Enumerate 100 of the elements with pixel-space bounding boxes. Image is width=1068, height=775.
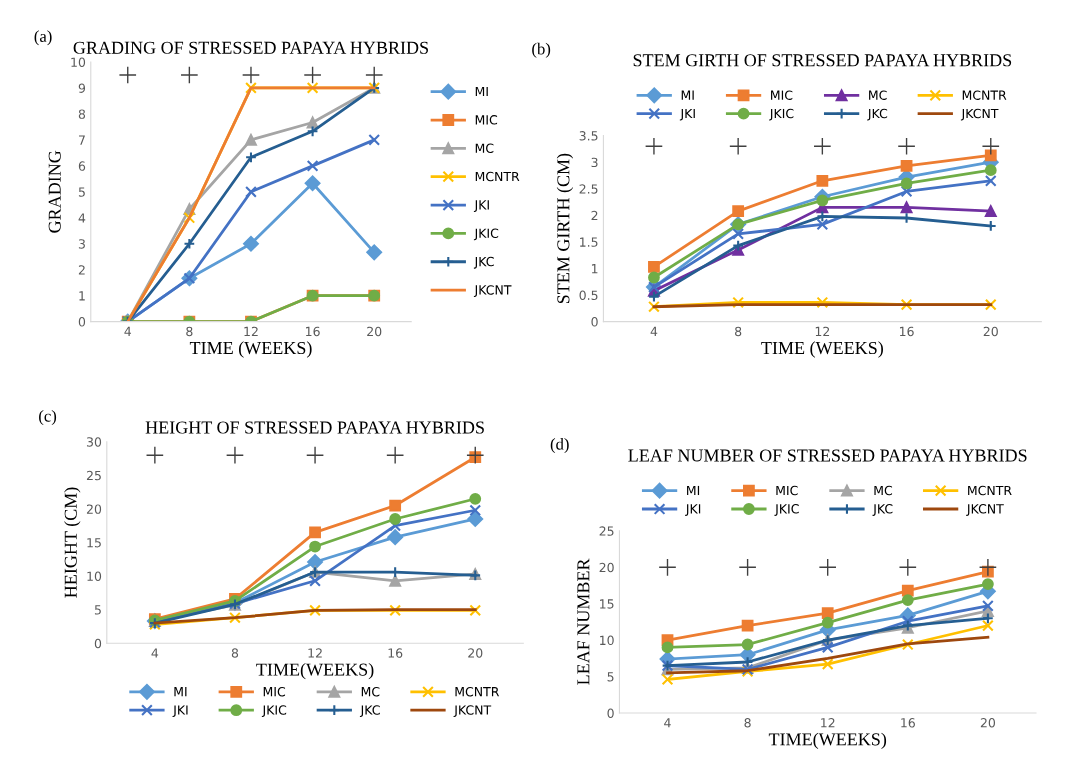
y-tick-label: 10 <box>71 57 86 67</box>
y-tick-label: 0 <box>78 317 86 327</box>
y-tick-label: 2.5 <box>579 184 598 194</box>
y-tick-label: 30 <box>86 437 102 447</box>
y-tick-label: 5 <box>94 605 101 615</box>
x-tick-label: 20 <box>983 326 998 337</box>
x-tick-label: 4 <box>151 648 159 658</box>
legend-label: MIC <box>263 686 286 697</box>
x-tick-label: 12 <box>815 326 830 336</box>
x-axis-title: TIME (WEEKS) <box>761 341 883 358</box>
x-tick-label: 12 <box>244 326 258 336</box>
legend-label: MCNTR <box>962 90 1007 100</box>
legend-label: JKC <box>867 108 888 121</box>
y-tick-label: 1 <box>79 291 85 301</box>
legend-label: JKI <box>679 108 695 121</box>
legend-label: MCNTR <box>455 686 500 697</box>
y-tick-label: 0.5 <box>579 290 598 300</box>
legend-label: MI <box>681 90 694 100</box>
y-tick-label: 10 <box>87 571 102 582</box>
legend-label: MC <box>475 143 494 153</box>
x-axis-title: TIME (WEEKS) <box>189 341 312 358</box>
x-tick-label: 8 <box>735 326 742 337</box>
legend-label: MC <box>361 686 380 697</box>
y-tick-label: 2 <box>591 210 598 221</box>
y-tick-label: 20 <box>86 504 102 514</box>
legend-label: MCNTR <box>475 171 520 182</box>
legend-label: JKCNT <box>960 108 999 121</box>
x-tick-label: 4 <box>664 718 671 728</box>
x-tick-label: 8 <box>186 326 193 337</box>
legend-label: JKI <box>473 200 489 212</box>
chart-title: GRADING OF STRESSED PAPAYA HYBRIDS <box>73 41 428 54</box>
y-tick-label: 1.5 <box>580 237 598 247</box>
y-axis-title: HEIGHT (CM) <box>64 487 81 598</box>
y-tick-label: 2 <box>78 265 85 275</box>
legend-label: JKC <box>473 256 494 269</box>
y-tick-label: 1 <box>591 264 598 274</box>
y-tick-label: 7 <box>78 135 85 145</box>
legend-label: JKIC <box>261 705 287 718</box>
y-tick-label: 25 <box>599 526 614 536</box>
legend-label: MI <box>687 485 700 496</box>
y-tick-label: 8 <box>78 109 86 119</box>
x-tick-label: 4 <box>650 326 658 336</box>
legend-label: JKCNT <box>453 705 492 718</box>
legend-label: MC <box>874 485 893 496</box>
x-axis-title: TIME(WEEKS) <box>256 662 374 680</box>
legend-label: JKC <box>359 705 380 718</box>
x-tick-label: 8 <box>744 718 751 728</box>
text: (b) <box>532 42 551 58</box>
y-tick-label: 6 <box>78 161 86 171</box>
y-axis-title: STEM GIRTH (CM) <box>556 153 574 304</box>
y-tick-label: 5 <box>78 187 85 197</box>
legend-label: JKI <box>172 705 188 718</box>
x-tick-label: 16 <box>388 648 403 658</box>
text: (a) <box>34 30 52 46</box>
x-tick-label: 4 <box>124 326 132 336</box>
legend-label: JKCNT <box>966 504 1004 516</box>
y-tick-label: 15 <box>87 538 101 548</box>
x-tick-label: 20 <box>367 326 382 337</box>
x-axis-title: TIME(WEEKS) <box>768 732 887 750</box>
x-tick-label: 8 <box>231 648 239 658</box>
text: (d) <box>550 437 569 454</box>
text: (c) <box>39 409 57 426</box>
y-tick-label: 25 <box>86 470 101 481</box>
chart-title: STEM GIRTH OF STRESSED PAPAYA HYBRIDS <box>633 54 1012 67</box>
y-tick-label: 9 <box>78 83 86 93</box>
y-tick-label: 3 <box>78 239 85 249</box>
y-tick-label: 0 <box>94 638 102 649</box>
y-tick-label: 0 <box>591 317 598 327</box>
legend-label: JKIC <box>774 504 799 516</box>
legend-label: MCNTR <box>968 485 1012 496</box>
chart-title: LEAF NUMBER OF STRESSED PAPAYA HYBRIDS <box>628 449 1027 462</box>
legend-label: JKC <box>872 504 893 516</box>
y-tick-label: 5 <box>607 672 614 682</box>
x-tick-label: 12 <box>821 718 835 728</box>
y-tick-label: 3.5 <box>579 131 598 141</box>
legend-label: JKI <box>685 504 701 516</box>
y-axis-title: GRADING <box>48 150 61 233</box>
x-tick-label: 20 <box>468 648 483 658</box>
legend-label: MIC <box>776 485 798 496</box>
legend-label: MIC <box>771 90 793 100</box>
legend-label: JKIC <box>473 228 499 241</box>
legend-label: JKIC <box>769 108 794 121</box>
x-tick-label: 20 <box>980 718 996 728</box>
y-tick-label: 4 <box>78 213 86 223</box>
y-tick-label: 20 <box>599 562 614 573</box>
legend-label: MC <box>869 90 887 100</box>
x-tick-label: 16 <box>899 326 914 337</box>
legend-label: JKCNT <box>473 285 512 297</box>
y-axis-title: LEAF NUMBER <box>577 558 590 685</box>
x-tick-label: 16 <box>901 718 915 728</box>
legend-label: MI <box>475 86 488 97</box>
legend-label: MI <box>174 687 187 697</box>
y-tick-label: 0 <box>607 708 614 718</box>
chart-title: HEIGHT OF STRESSED PAPAYA HYBRIDS <box>145 421 484 434</box>
y-tick-label: 15 <box>600 599 614 609</box>
x-tick-label: 12 <box>308 648 322 658</box>
y-tick-label: 3 <box>591 157 598 168</box>
legend-label: MIC <box>475 115 498 125</box>
y-tick-label: 10 <box>600 635 614 646</box>
x-tick-label: 16 <box>306 326 320 337</box>
